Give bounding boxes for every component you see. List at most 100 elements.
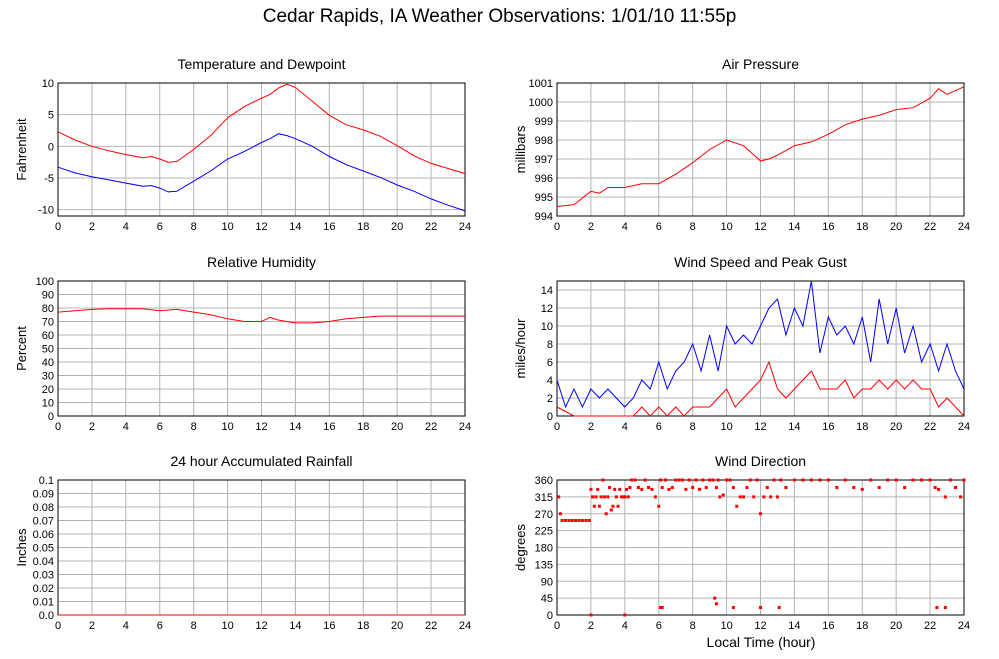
y-tick-label: 225 (535, 526, 553, 538)
y-tick-label: 70 (42, 317, 54, 329)
x-tick-label: 18 (357, 620, 369, 632)
y-axis-label: millibars (513, 125, 528, 173)
direction-point (680, 478, 684, 482)
x-tick-label: 18 (856, 620, 868, 632)
x-tick-label: 20 (391, 421, 403, 433)
direction-point (818, 478, 822, 482)
direction-point (618, 487, 622, 491)
direction-point (779, 478, 783, 482)
wind-speed-line (556, 360, 965, 417)
direction-point (594, 495, 598, 499)
direction-point (869, 478, 873, 482)
direction-point (570, 519, 574, 522)
direction-point (619, 495, 623, 499)
direction-point (728, 478, 732, 482)
x-axis-title: Local Time (hour) (706, 634, 816, 650)
x-tick-label: 4 (622, 421, 628, 433)
direction-point (775, 495, 779, 499)
direction-point (597, 504, 601, 508)
rainfall-chart: 0 2 4 6 8 10 12 14 16 18 20 22 240.00.010.020.030.04… (14, 453, 471, 632)
direction-point (755, 478, 759, 482)
x-tick-label: 16 (323, 421, 335, 433)
direction-point (735, 504, 739, 508)
direction-point (636, 486, 640, 489)
y-tick-label: 0.09 (33, 489, 54, 501)
x-tick-label: 2 (89, 221, 95, 233)
x-tick-label: 14 (788, 620, 800, 632)
y-axis-label: Fahrenheit (14, 118, 29, 181)
x-tick-label: 16 (822, 421, 834, 433)
direction-point (658, 606, 662, 609)
y-tick-label: 0 (547, 411, 553, 423)
x-tick-label: 14 (289, 421, 301, 433)
y-tick-label: 90 (541, 576, 553, 588)
y-tick-label: 1001 (529, 78, 553, 90)
y-tick-label: 0.0 (39, 610, 54, 622)
x-tick-label: 20 (890, 620, 902, 632)
air-pressure-chart: 0 2 4 6 8 10 12 14 16 18 20 22 249949959969979989991… (513, 56, 970, 233)
y-tick-label: 8 (547, 339, 553, 351)
direction-point (557, 495, 561, 499)
direction-point (759, 606, 762, 609)
x-tick-label: 12 (754, 620, 766, 632)
x-tick-label: 20 (391, 620, 403, 632)
x-tick-label: 12 (255, 620, 267, 632)
y-tick-label: 998 (535, 135, 553, 147)
direction-point (587, 519, 591, 522)
direction-point (580, 519, 584, 522)
wind-direction-chart: 0 2 4 6 8 10 12 14 16 18 20 22 240459013518022527031… (513, 453, 970, 632)
direction-point (660, 486, 664, 489)
x-tick-label: 8 (191, 620, 197, 632)
direction-point (886, 478, 890, 482)
direction-point (601, 478, 605, 482)
direction-point (894, 478, 898, 482)
x-tick-label: 12 (754, 421, 766, 433)
x-tick-label: 0 (55, 421, 61, 433)
x-tick-label: 20 (391, 221, 403, 233)
x-tick-label: 12 (754, 221, 766, 233)
direction-point (563, 519, 567, 522)
x-tick-label: 6 (656, 221, 662, 233)
chart-title: Wind Direction (715, 453, 806, 469)
direction-point (616, 504, 620, 508)
x-tick-label: 8 (690, 620, 696, 632)
direction-point (687, 478, 691, 482)
direction-point (742, 495, 746, 499)
x-tick-label: 18 (357, 221, 369, 233)
x-tick-label: 10 (720, 620, 732, 632)
y-tick-label: 30 (42, 371, 54, 383)
direction-point (660, 606, 664, 609)
x-tick-label: 0 (554, 620, 560, 632)
chart-title: Air Pressure (722, 56, 799, 72)
y-tick-label: 0.08 (33, 502, 54, 514)
y-tick-label: 999 (535, 116, 553, 128)
direction-point (657, 504, 661, 508)
direction-point (860, 487, 864, 491)
direction-point (684, 487, 688, 491)
x-tick-label: 16 (323, 221, 335, 233)
y-tick-label: 0 (48, 141, 54, 153)
x-tick-label: 24 (459, 221, 471, 233)
direction-point (943, 495, 947, 499)
plot-frame (556, 280, 965, 417)
direction-point (602, 495, 606, 499)
direction-point (843, 478, 847, 482)
x-tick-label: 8 (191, 421, 197, 433)
direction-point (589, 487, 593, 491)
x-tick-label: 18 (856, 421, 868, 433)
direction-point (718, 495, 722, 499)
x-tick-label: 2 (588, 421, 594, 433)
x-tick-label: 20 (890, 421, 902, 433)
direction-point (835, 486, 839, 489)
temperature-line (57, 83, 466, 175)
direction-point (731, 606, 735, 609)
direction-point (621, 495, 625, 499)
direction-point (772, 478, 776, 482)
y-tick-label: 60 (42, 330, 54, 342)
pressure-line (556, 86, 965, 207)
direction-point (852, 486, 856, 489)
x-tick-label: 12 (255, 421, 267, 433)
y-tick-label: 315 (535, 492, 553, 504)
direction-point (777, 606, 781, 609)
